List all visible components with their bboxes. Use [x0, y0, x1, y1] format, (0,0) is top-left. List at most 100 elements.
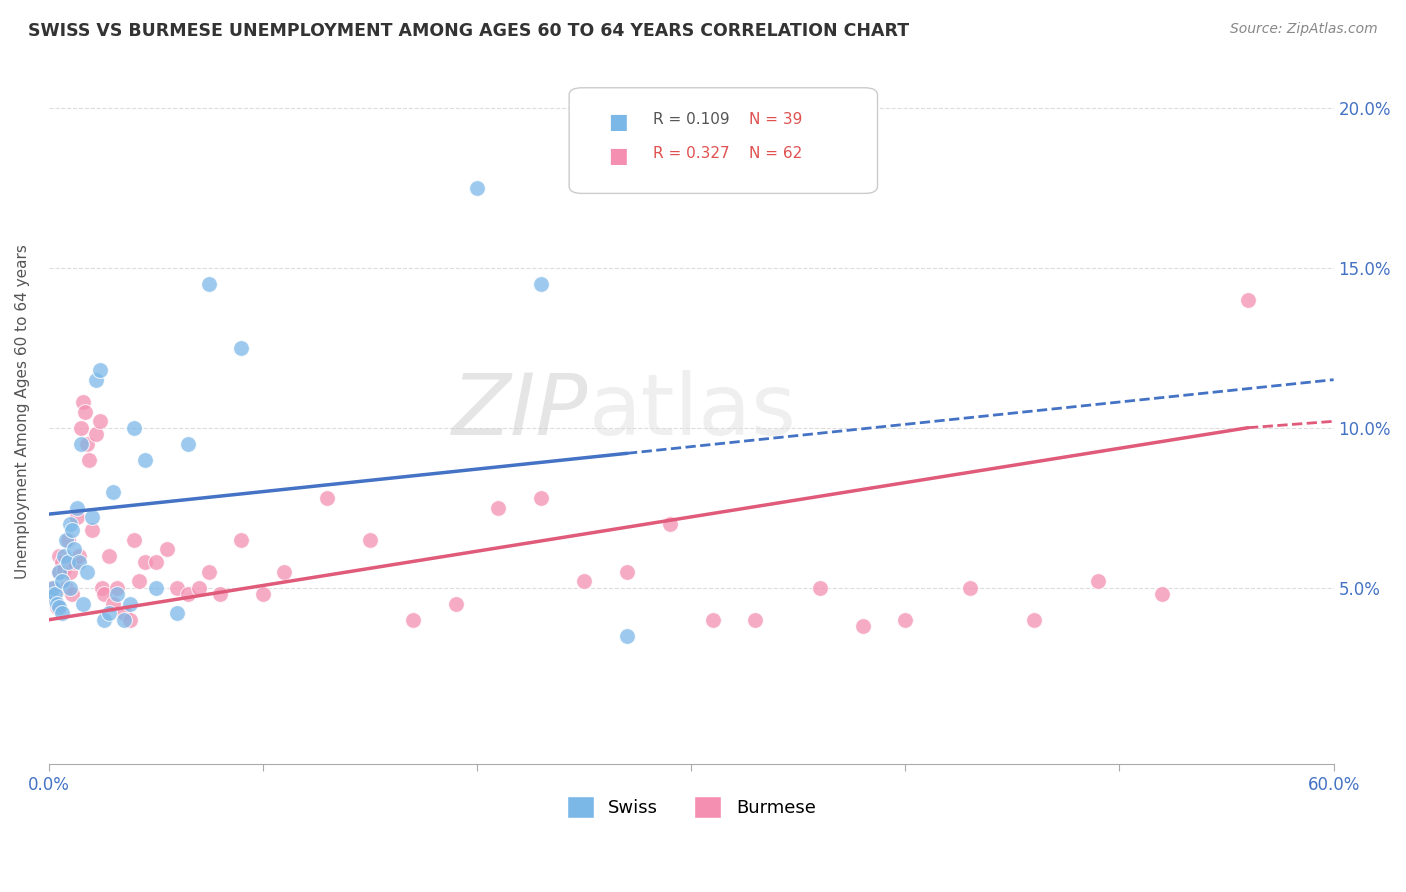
Text: ■: ■: [607, 145, 627, 166]
Point: [63, 542, 86, 557]
Point: [48, 599, 70, 614]
Point: [616, 629, 638, 643]
Point: [851, 619, 873, 633]
Point: [59, 516, 82, 531]
Point: [84, 373, 107, 387]
Point: [70, 436, 93, 450]
Text: N = 62: N = 62: [749, 145, 803, 161]
Point: [112, 607, 135, 621]
Point: [52, 561, 75, 575]
Point: [60, 587, 83, 601]
Point: [112, 613, 135, 627]
Point: [145, 581, 167, 595]
Y-axis label: Unemployment Among Ages 60 to 64 years: Unemployment Among Ages 60 to 64 years: [15, 244, 30, 579]
Point: [101, 597, 124, 611]
Point: [42, 587, 65, 601]
Point: [97, 607, 120, 621]
Point: [198, 565, 221, 579]
Point: [120, 613, 142, 627]
Point: [67, 549, 90, 563]
Point: [56, 555, 79, 569]
Point: [93, 613, 115, 627]
Point: [72, 597, 94, 611]
Point: [616, 565, 638, 579]
Point: [76, 565, 98, 579]
Point: [252, 587, 274, 601]
Text: SWISS VS BURMESE UNEMPLOYMENT AMONG AGES 60 TO 64 YEARS CORRELATION CHART: SWISS VS BURMESE UNEMPLOYMENT AMONG AGES…: [28, 22, 910, 40]
Point: [44, 593, 66, 607]
Point: [48, 565, 70, 579]
Point: [80, 523, 103, 537]
Point: [744, 613, 766, 627]
Point: [1237, 293, 1260, 307]
Point: [60, 523, 83, 537]
Point: [44, 587, 66, 601]
Point: [89, 363, 111, 377]
Point: [177, 587, 200, 601]
Point: [166, 607, 188, 621]
Point: [75, 405, 97, 419]
Point: [134, 555, 156, 569]
Point: [134, 452, 156, 467]
Point: [198, 277, 221, 291]
Point: [46, 597, 69, 611]
Text: ■: ■: [607, 112, 627, 132]
Point: [959, 581, 981, 595]
Point: [145, 555, 167, 569]
Point: [894, 613, 917, 627]
Point: [105, 581, 128, 595]
Point: [51, 555, 73, 569]
Point: [59, 565, 82, 579]
Point: [89, 414, 111, 428]
Point: [808, 581, 831, 595]
Point: [124, 533, 146, 547]
Point: [402, 613, 425, 627]
Point: [530, 491, 553, 505]
Point: [231, 533, 253, 547]
Point: [65, 510, 87, 524]
Point: [316, 491, 339, 505]
Point: [79, 452, 101, 467]
Point: [67, 555, 90, 569]
Point: [177, 436, 200, 450]
Point: [658, 516, 681, 531]
Legend: Swiss, Burmese: Swiss, Burmese: [560, 789, 823, 825]
Point: [530, 277, 553, 291]
Point: [59, 581, 82, 595]
Point: [273, 565, 295, 579]
Point: [48, 549, 70, 563]
Text: R = 0.327: R = 0.327: [652, 145, 730, 161]
Point: [65, 500, 87, 515]
Point: [97, 549, 120, 563]
Point: [39, 591, 62, 605]
Point: [444, 597, 467, 611]
Point: [51, 607, 73, 621]
Point: [128, 574, 150, 589]
Point: [1022, 613, 1045, 627]
Point: [105, 587, 128, 601]
Point: [1152, 587, 1174, 601]
Point: [209, 587, 232, 601]
Point: [84, 427, 107, 442]
Text: N = 39: N = 39: [749, 112, 803, 128]
Text: ZIP: ZIP: [453, 370, 588, 453]
Text: atlas: atlas: [588, 370, 796, 453]
Point: [187, 581, 209, 595]
FancyBboxPatch shape: [569, 87, 877, 194]
Point: [155, 542, 177, 557]
Point: [51, 574, 73, 589]
Text: Source: ZipAtlas.com: Source: ZipAtlas.com: [1230, 22, 1378, 37]
Point: [231, 341, 253, 355]
Point: [93, 587, 115, 601]
Point: [63, 555, 86, 569]
Point: [48, 565, 70, 579]
Point: [42, 581, 65, 595]
Point: [76, 436, 98, 450]
Point: [1087, 574, 1109, 589]
Point: [55, 581, 77, 595]
Point: [52, 549, 75, 563]
Point: [702, 613, 724, 627]
Point: [572, 574, 595, 589]
Point: [101, 484, 124, 499]
Text: R = 0.109: R = 0.109: [652, 112, 730, 128]
